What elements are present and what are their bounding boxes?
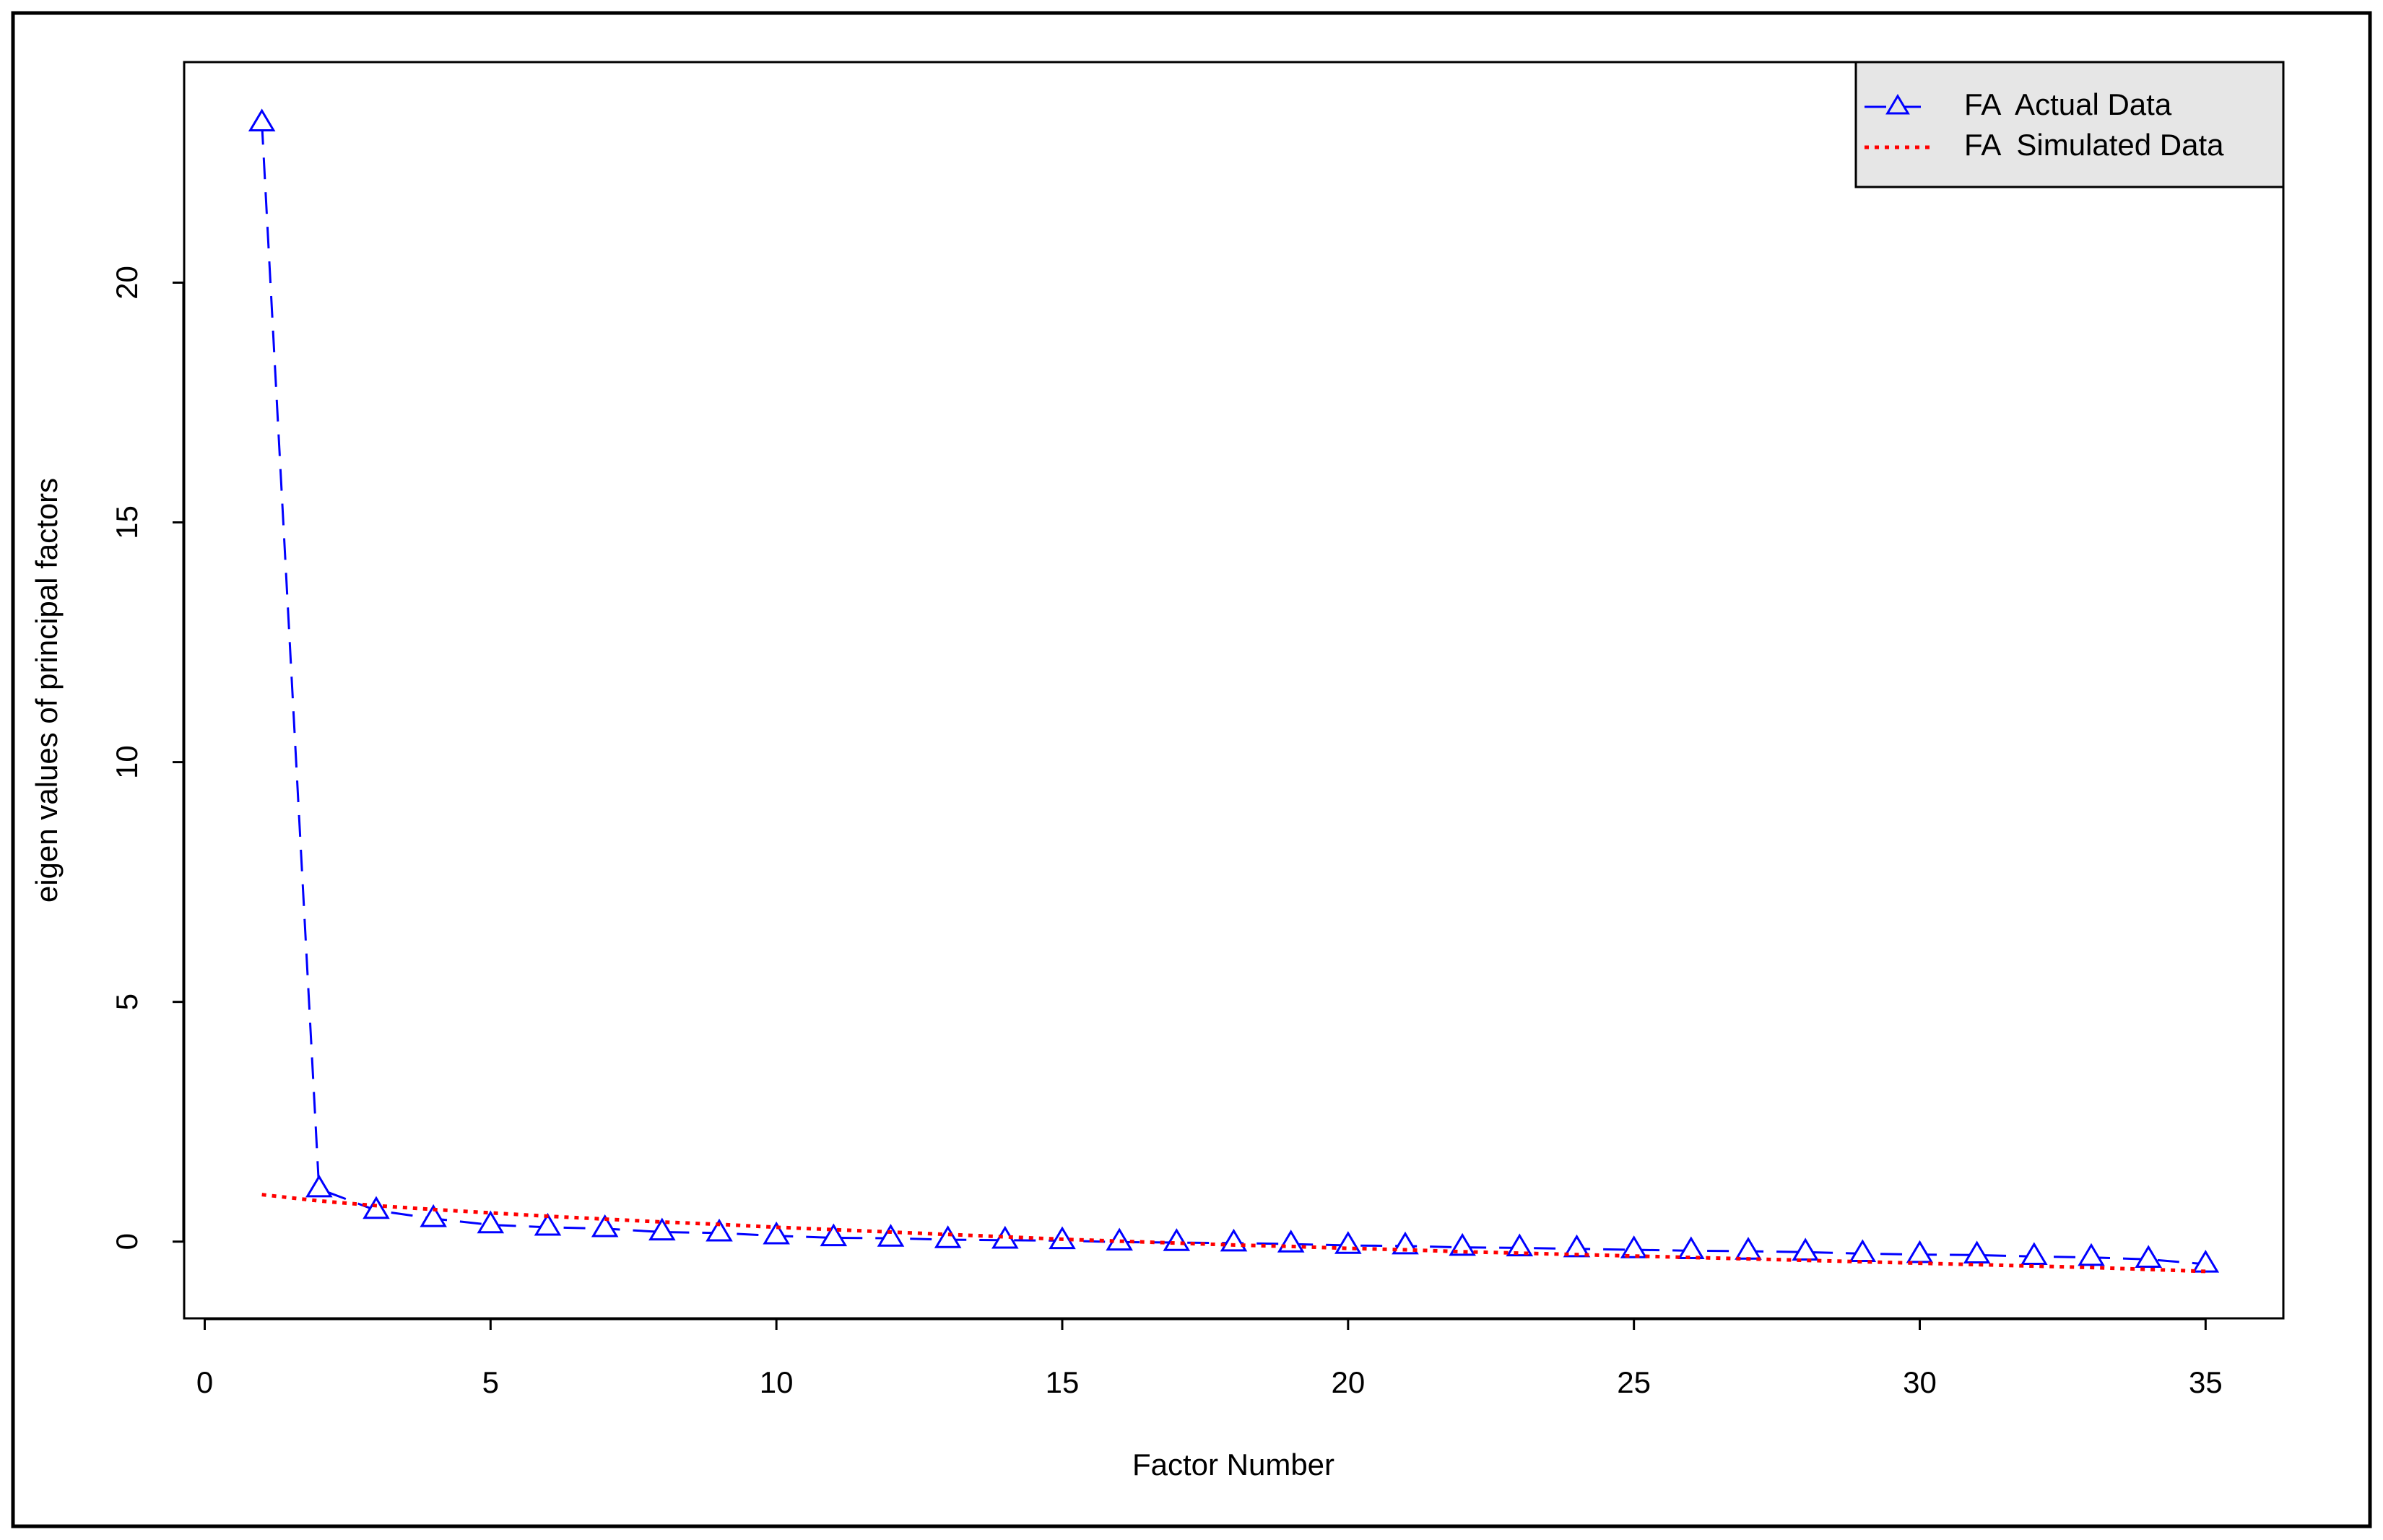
x-tick-label: 25	[1617, 1365, 1651, 1399]
x-tick-label: 5	[482, 1365, 499, 1399]
y-tick-label: 20	[110, 266, 144, 300]
point-marker	[1220, 1228, 1248, 1252]
outer-frame	[11, 11, 2372, 1528]
point-marker	[706, 1218, 733, 1242]
point-marker	[877, 1224, 905, 1247]
point-marker	[1392, 1231, 1419, 1255]
x-tick-label: 10	[760, 1365, 794, 1399]
point-marker	[591, 1214, 619, 1237]
point-marker	[2192, 1250, 2220, 1273]
point-marker	[477, 1210, 505, 1234]
point-marker	[2078, 1243, 2105, 1266]
y-tick-label: 0	[110, 1233, 144, 1250]
legend-label: FA Simulated Data	[1964, 128, 2224, 162]
x-tick-label: 30	[1903, 1365, 1937, 1399]
series-line	[261, 1193, 2206, 1274]
legend-box	[1854, 61, 2285, 188]
point-marker	[934, 1225, 962, 1248]
legend-label: FA Actual Data	[1964, 87, 2172, 121]
point-marker	[305, 1174, 333, 1198]
point-marker	[763, 1221, 790, 1245]
point-marker	[534, 1212, 562, 1236]
point-marker	[648, 1217, 676, 1241]
point-marker	[2020, 1242, 2048, 1266]
y-tick-label: 10	[110, 745, 144, 779]
x-tick-label: 35	[2189, 1365, 2223, 1399]
x-tick-label: 0	[196, 1365, 213, 1399]
point-marker	[1506, 1233, 1534, 1257]
point-marker	[1620, 1235, 1648, 1258]
x-tick-label: 20	[1331, 1365, 1365, 1399]
point-marker	[2135, 1245, 2162, 1269]
y-tick-label: 15	[110, 505, 144, 539]
y-tick-label: 5	[110, 993, 144, 1010]
point-marker	[420, 1204, 447, 1227]
point-marker	[1963, 1240, 1991, 1264]
y-axis-label: eigen values of principal factors	[30, 478, 64, 902]
x-tick-label: 15	[1046, 1365, 1080, 1399]
point-marker	[363, 1196, 390, 1219]
point-marker	[1677, 1236, 1705, 1260]
point-marker	[248, 108, 276, 132]
x-axis-label: Factor Number	[1132, 1448, 1334, 1482]
point-marker	[820, 1223, 848, 1247]
point-marker	[1849, 1239, 1877, 1263]
legend-marker	[1885, 94, 1910, 115]
point-marker	[1792, 1237, 1819, 1261]
